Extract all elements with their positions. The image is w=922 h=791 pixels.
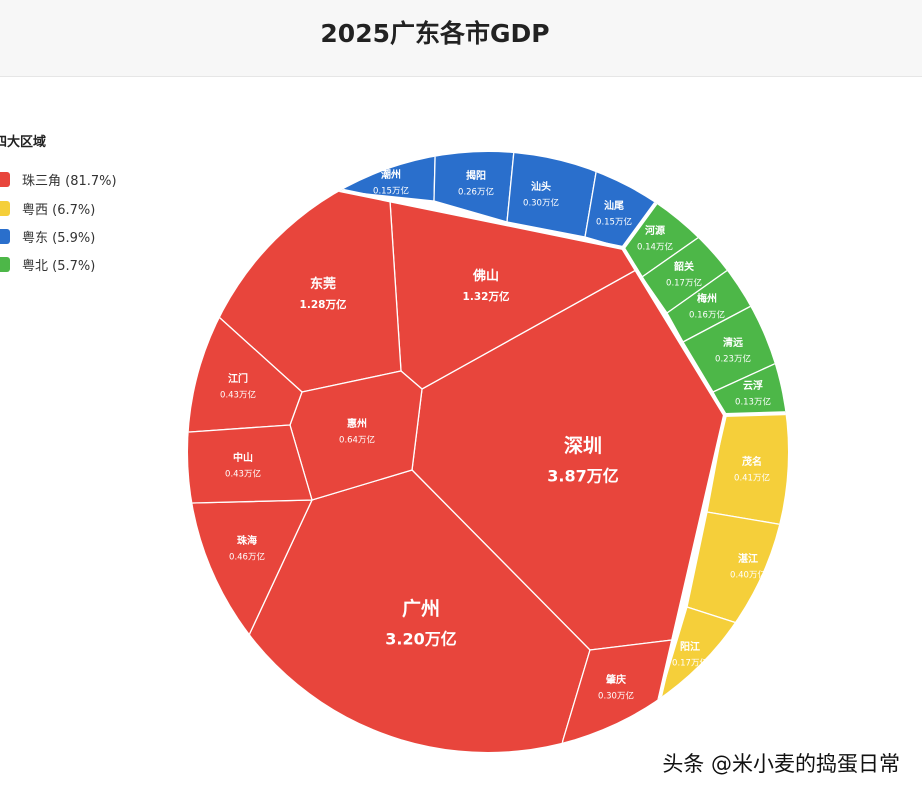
cell-value-label: 0.40万亿 <box>730 570 766 581</box>
cell-value-label: 0.43万亿 <box>220 390 256 401</box>
legend-swatch <box>0 172 10 187</box>
cell-name-label: 阳江 <box>680 640 700 653</box>
cell-value-label: 0.17万亿 <box>672 658 708 669</box>
legend-swatch <box>0 229 10 244</box>
watermark: 头条 @米小麦的捣蛋日常 <box>662 752 900 776</box>
cell-name-label: 韶关 <box>674 260 694 273</box>
cell-name-label: 珠海 <box>237 534 257 547</box>
cell-name-label: 河源 <box>645 224 665 237</box>
cell-value-label: 1.32万亿 <box>463 290 510 303</box>
title-bar: 2025广东各市GDP <box>0 0 922 77</box>
cell-value-label: 0.14万亿 <box>637 242 673 253</box>
cell-中山 <box>188 424 313 504</box>
cell-name-label: 佛山 <box>472 268 499 284</box>
cell-value-label: 3.20万亿 <box>385 629 456 648</box>
cell-value-label: 0.41万亿 <box>734 473 770 484</box>
cell-name-label: 云浮 <box>743 379 763 392</box>
cell-value-label: 0.43万亿 <box>225 469 261 480</box>
cell-name-label: 广州 <box>402 597 440 620</box>
chart-title: 2025广东各市GDP <box>320 19 550 48</box>
legend-label: 粤北 (5.7%) <box>22 259 96 274</box>
cell-value-label: 0.26万亿 <box>458 187 494 198</box>
legend-label: 粤东 (5.9%) <box>22 231 96 246</box>
cell-name-label: 中山 <box>233 451 253 464</box>
legend-swatch <box>0 257 10 272</box>
cell-name-label: 深圳 <box>564 434 602 457</box>
cell-潮州 <box>299 152 437 202</box>
cell-name-label: 江门 <box>228 372 248 385</box>
cell-name-label: 肇庆 <box>605 673 626 686</box>
cell-value-label: 0.15万亿 <box>596 217 632 228</box>
cell-name-label: 东莞 <box>310 276 336 292</box>
cell-name-label: 揭阳 <box>466 169 486 182</box>
cell-name-label: 梅州 <box>697 292 717 305</box>
legend-item-north: 粤北 (5.7%) <box>0 255 95 274</box>
cell-name-label: 茂名 <box>742 455 762 468</box>
legend-item-east: 粤东 (5.9%) <box>0 227 95 246</box>
cell-name-label: 潮州 <box>381 168 401 181</box>
cell-value-label: 3.87万亿 <box>547 466 618 485</box>
cell-value-label: 0.16万亿 <box>689 310 725 321</box>
cell-value-label: 1.28万亿 <box>300 298 347 311</box>
cell-value-label: 0.23万亿 <box>715 354 751 365</box>
legend-item-prd: 珠三角 (81.7%) <box>0 170 117 189</box>
cell-茂名 <box>706 411 788 533</box>
legend-title: 四大区域 <box>0 135 47 150</box>
cell-value-label: 0.30万亿 <box>523 198 559 209</box>
legend-swatch <box>0 201 10 216</box>
legend-item-west: 粤西 (6.7%) <box>0 199 95 218</box>
cell-value-label: 0.15万亿 <box>373 186 409 197</box>
cell-name-label: 惠州 <box>347 417 367 430</box>
cell-name-label: 汕头 <box>531 180 551 193</box>
legend-label: 粤西 (6.7%) <box>22 203 96 218</box>
cell-value-label: 0.30万亿 <box>598 691 634 702</box>
legend-label: 珠三角 (81.7%) <box>22 174 117 189</box>
cell-name-label: 清远 <box>723 336 743 349</box>
cell-value-label: 0.64万亿 <box>339 435 375 446</box>
cell-name-label: 湛江 <box>738 552 758 565</box>
cell-name-label: 汕尾 <box>604 199 624 212</box>
cell-value-label: 0.17万亿 <box>666 278 702 289</box>
cell-value-label: 0.46万亿 <box>229 552 265 563</box>
cell-value-label: 0.13万亿 <box>735 397 771 408</box>
